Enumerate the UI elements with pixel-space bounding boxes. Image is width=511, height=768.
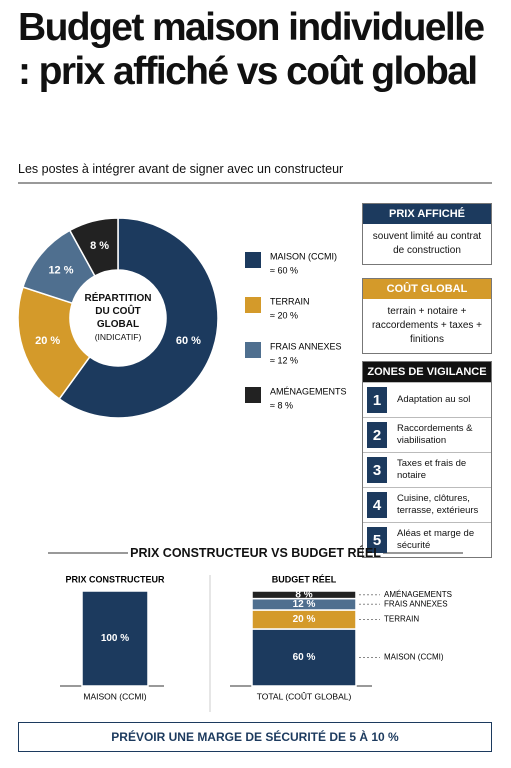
donut-slice	[68, 217, 119, 277]
panel-title: BUDGET RÉEL	[272, 574, 337, 584]
series-label: FRAIS ANNEXES	[384, 599, 448, 608]
subtitle: Les postes à intégrer avant de signer av…	[18, 162, 344, 176]
series-label: TERRAIN	[384, 615, 419, 624]
center-label: RÉPARTITION DU COÛT GLOBAL	[84, 293, 152, 330]
title: Budget maison individuelle : prix affich…	[18, 6, 485, 93]
legend-swatch	[245, 342, 261, 358]
bar-label: 60 %	[293, 652, 316, 663]
center-note: (INDICATIF)	[94, 332, 142, 342]
item-number: 2	[367, 422, 387, 448]
item-text: Taxes et frais de notaire	[397, 458, 467, 481]
panel-title: PRIX CONSTRUCTEUR	[65, 574, 165, 584]
item-number: 3	[367, 457, 387, 483]
series-label: AMÉNAGEMENTS	[384, 590, 452, 599]
category-label: TOTAL (COÛT GLOBAL)	[257, 691, 352, 701]
legend-swatch	[245, 387, 261, 403]
legend-value: ≈ 20 %	[270, 310, 298, 320]
vigilance-item: 5 Aléas et marge de sécurité	[363, 522, 491, 557]
box-title: ZONES DE VIGILANCE	[363, 362, 491, 382]
item-number: 1	[367, 387, 387, 413]
legend-swatch	[245, 297, 261, 313]
bar-label: 12 %	[293, 599, 316, 610]
footer: PRÉVOIR UNE MARGE DE SÉCURITÉ DE 5 À 10 …	[18, 722, 492, 752]
donut-slice	[58, 217, 219, 419]
item-number: 5	[367, 527, 387, 553]
donut-slice	[17, 286, 91, 400]
box-text: souvent limité au contrat de constructio…	[372, 231, 482, 256]
legend-label: MAISON (CCMI)	[270, 251, 337, 261]
donut-center: RÉPARTITION DU COÛT GLOBAL (INDICATIF)	[76, 292, 160, 344]
slice-label: 20 %	[35, 335, 60, 347]
item-text: Cuisine, clôtures, terrasse, extérieurs	[397, 493, 479, 516]
bar-segment	[81, 590, 149, 687]
category-label: MAISON (CCMI)	[83, 691, 146, 701]
legend-label: AMÉNAGEMENTS	[270, 386, 347, 396]
section-title: PRIX CONSTRUCTEUR VS BUDGET RÉEL	[130, 546, 381, 560]
item-text: Adaptation au sol	[397, 394, 471, 405]
legend-swatch	[245, 252, 261, 268]
vigilance-list: 1 Adaptation au sol 2 Raccordements & viabi…	[363, 382, 491, 557]
slice-label: 60 %	[176, 335, 201, 347]
box-title: PRIX AFFICHÉ	[363, 204, 491, 224]
vigilance-item: 2 Raccordements & viabilisation	[363, 417, 491, 452]
vigilance-item: 1 Adaptation au sol	[363, 382, 491, 417]
legend-label: FRAIS ANNEXES	[270, 341, 342, 351]
bar-label: 100 %	[101, 633, 129, 644]
bar-label: 20 %	[293, 614, 316, 625]
prix-box: PRIX AFFICHÉ souvent limité au contrat de…	[362, 203, 492, 265]
vigilance-item: 3 Taxes et frais de notaire	[363, 452, 491, 487]
item-number: 4	[367, 492, 387, 518]
legend-value: ≈ 12 %	[270, 355, 298, 365]
box-text: terrain + notaire + raccordements + taxe…	[371, 306, 483, 345]
vigilance-item: 4 Cuisine, clôtures, terrasse, extérieurs	[363, 487, 491, 522]
item-text: Raccordements & viabilisation	[397, 423, 473, 446]
legend-label: TERRAIN	[270, 296, 310, 306]
legend-value: ≈ 8 %	[270, 400, 293, 410]
legend-value: ≈ 60 %	[270, 265, 298, 275]
cout-box: COÛT GLOBAL terrain + notaire + raccordem…	[362, 278, 492, 354]
series-label: MAISON (CCMI)	[384, 653, 444, 662]
box-title: COÛT GLOBAL	[363, 279, 491, 299]
slice-label: 8 %	[90, 240, 109, 252]
vigilance-box: ZONES DE VIGILANCE 1 Adaptation au sol 2 Rac…	[362, 361, 492, 558]
slice-label: 12 %	[48, 265, 73, 277]
bar-label: 8 %	[295, 589, 312, 600]
bar-segment	[251, 590, 357, 600]
item-text: Aléas et marge de sécurité	[397, 528, 475, 551]
